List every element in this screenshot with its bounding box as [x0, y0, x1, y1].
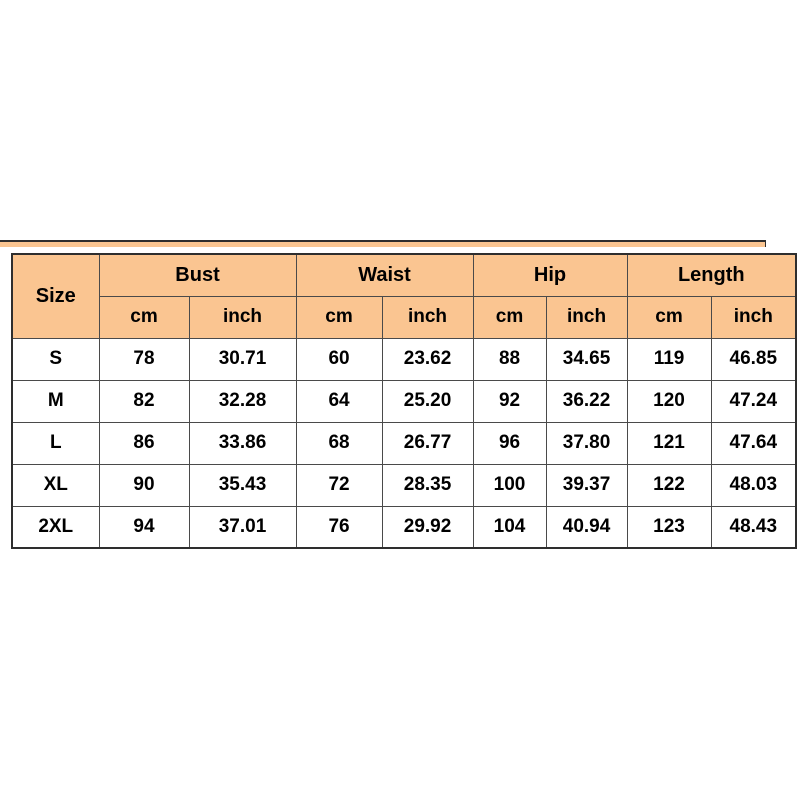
- cell-length-inch: 48.43: [710, 505, 797, 549]
- cropped-header-artifact-strip: [0, 240, 766, 247]
- header-bust: Bust: [98, 253, 297, 297]
- cell-size: XL: [11, 463, 100, 507]
- table-row-2xl: 2XL 94 37.01 76 29.92 104 40.94 123 48.4…: [11, 505, 797, 549]
- cell-bust-cm: 86: [98, 421, 190, 465]
- cell-length-inch: 48.03: [710, 463, 797, 507]
- cell-length-inch: 46.85: [710, 337, 797, 381]
- table-row-xl: XL 90 35.43 72 28.35 100 39.37 122 48.03: [11, 463, 797, 507]
- cell-hip-inch: 40.94: [545, 505, 628, 549]
- cell-hip-cm: 92: [472, 379, 547, 423]
- cell-size: 2XL: [11, 505, 100, 549]
- cell-size: M: [11, 379, 100, 423]
- cell-hip-inch: 39.37: [545, 463, 628, 507]
- subheader-waist-cm: cm: [295, 295, 383, 339]
- subheader-hip-cm: cm: [472, 295, 547, 339]
- cell-waist-cm: 72: [295, 463, 383, 507]
- cell-hip-inch: 37.80: [545, 421, 628, 465]
- cell-size: S: [11, 337, 100, 381]
- header-hip: Hip: [472, 253, 628, 297]
- cell-length-cm: 121: [626, 421, 712, 465]
- cell-hip-cm: 104: [472, 505, 547, 549]
- header-size: Size: [11, 253, 100, 339]
- cell-waist-cm: 60: [295, 337, 383, 381]
- cell-waist-cm: 64: [295, 379, 383, 423]
- cell-hip-cm: 100: [472, 463, 547, 507]
- header-length: Length: [626, 253, 797, 297]
- cell-bust-cm: 94: [98, 505, 190, 549]
- header-group-row: Size Bust Waist Hip Length: [11, 253, 797, 339]
- cell-bust-inch: 35.43: [188, 463, 297, 507]
- cell-length-inch: 47.64: [710, 421, 797, 465]
- subheader-length-cm: cm: [626, 295, 712, 339]
- subheader-hip-inch: inch: [545, 295, 628, 339]
- subheader-bust-inch: inch: [188, 295, 297, 339]
- subheader-waist-inch: inch: [381, 295, 474, 339]
- size-chart-table: Size Bust Waist Hip Length cm inch cm in…: [11, 253, 798, 549]
- cell-bust-cm: 82: [98, 379, 190, 423]
- cell-length-cm: 120: [626, 379, 712, 423]
- cell-bust-cm: 90: [98, 463, 190, 507]
- cell-size: L: [11, 421, 100, 465]
- subheader-length-inch: inch: [710, 295, 797, 339]
- cell-bust-inch: 30.71: [188, 337, 297, 381]
- cell-waist-inch: 29.92: [381, 505, 474, 549]
- table-row-l: L 86 33.86 68 26.77 96 37.80 121 47.64: [11, 421, 797, 465]
- cell-hip-inch: 34.65: [545, 337, 628, 381]
- cell-waist-cm: 76: [295, 505, 383, 549]
- cell-bust-cm: 78: [98, 337, 190, 381]
- cell-waist-inch: 25.20: [381, 379, 474, 423]
- cell-waist-inch: 28.35: [381, 463, 474, 507]
- cell-length-inch: 47.24: [710, 379, 797, 423]
- cell-length-cm: 122: [626, 463, 712, 507]
- cell-bust-inch: 32.28: [188, 379, 297, 423]
- subheader-bust-cm: cm: [98, 295, 190, 339]
- cell-length-cm: 119: [626, 337, 712, 381]
- cell-hip-cm: 88: [472, 337, 547, 381]
- cell-hip-inch: 36.22: [545, 379, 628, 423]
- header-waist: Waist: [295, 253, 474, 297]
- cell-hip-cm: 96: [472, 421, 547, 465]
- cell-waist-inch: 26.77: [381, 421, 474, 465]
- table-row-s: S 78 30.71 60 23.62 88 34.65 119 46.85: [11, 337, 797, 381]
- cell-bust-inch: 37.01: [188, 505, 297, 549]
- subheader-row: cm inch cm inch cm inch cm inch: [12, 295, 797, 339]
- cell-bust-inch: 33.86: [188, 421, 297, 465]
- cell-waist-inch: 23.62: [381, 337, 474, 381]
- table-row-m: M 82 32.28 64 25.20 92 36.22 120 47.24: [11, 379, 797, 423]
- cell-waist-cm: 68: [295, 421, 383, 465]
- cell-length-cm: 123: [626, 505, 712, 549]
